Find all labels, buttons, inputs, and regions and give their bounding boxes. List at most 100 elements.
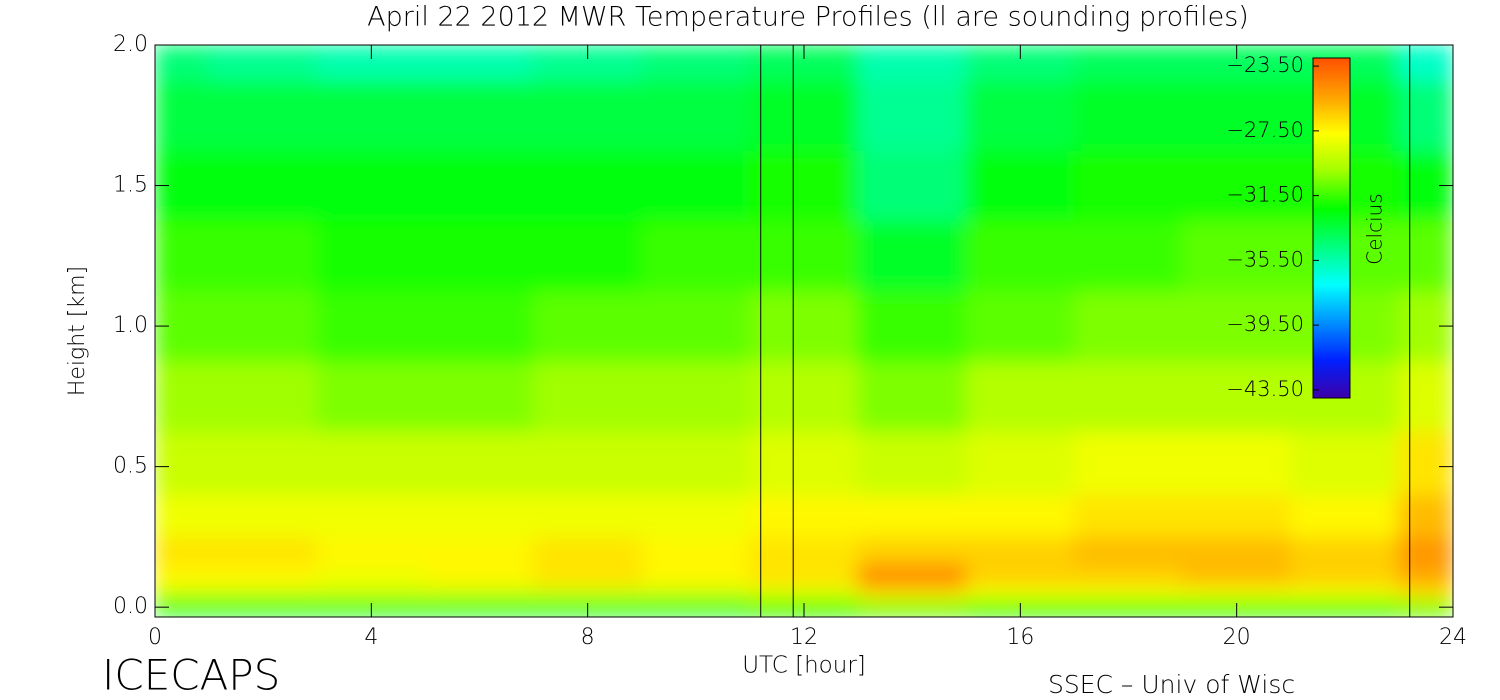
cell <box>857 220 967 292</box>
cell <box>1073 149 1184 222</box>
cell <box>533 149 643 222</box>
cell <box>533 564 643 587</box>
cell <box>424 149 535 222</box>
cell <box>857 430 967 496</box>
cell <box>641 599 751 617</box>
colorbar-tick-label: −39.50 <box>1226 312 1304 336</box>
cell <box>1398 220 1453 292</box>
cell <box>857 585 967 601</box>
cell <box>965 494 1075 538</box>
cell <box>641 220 751 292</box>
x-tick-label: 20 <box>1223 625 1251 650</box>
cell <box>1182 564 1292 587</box>
cell <box>155 430 210 496</box>
colorbar-tick-label: −43.50 <box>1226 377 1304 401</box>
cell <box>857 494 967 538</box>
cell <box>316 290 426 362</box>
cell <box>965 430 1075 496</box>
cell <box>316 360 426 432</box>
cell <box>965 79 1075 151</box>
cell <box>965 290 1075 362</box>
cell <box>1182 430 1292 496</box>
cell <box>749 149 859 222</box>
colorbar-tick-label: −27.50 <box>1226 118 1304 142</box>
cell <box>1182 360 1292 432</box>
cell <box>1182 536 1292 566</box>
cell <box>1073 585 1184 601</box>
cell <box>1073 45 1184 81</box>
cell <box>316 494 426 538</box>
cell <box>533 360 643 432</box>
cell <box>533 220 643 292</box>
cell <box>857 564 967 587</box>
y-tick-label: 2.0 <box>113 32 148 57</box>
cell <box>424 45 535 81</box>
cell <box>857 599 967 617</box>
y-axis-label: Height [km] <box>65 266 90 396</box>
cell <box>533 79 643 151</box>
cell <box>1073 430 1184 496</box>
y-tick-label: 1.0 <box>113 313 148 338</box>
cell <box>1290 585 1400 601</box>
cell <box>208 536 318 566</box>
cell <box>424 290 535 362</box>
cell <box>208 45 318 81</box>
cell <box>533 430 643 496</box>
cell <box>1398 79 1453 151</box>
cell <box>424 360 535 432</box>
cell <box>1290 494 1400 538</box>
cell <box>208 360 318 432</box>
cell <box>1398 430 1453 496</box>
cell <box>1182 585 1292 601</box>
cell <box>155 79 210 151</box>
cell <box>1182 220 1292 292</box>
cell <box>1182 79 1292 151</box>
cell <box>208 149 318 222</box>
cell <box>208 290 318 362</box>
plot-frame <box>154 44 1454 618</box>
cell <box>641 149 751 222</box>
cell <box>533 585 643 601</box>
cell <box>749 494 859 538</box>
cell <box>316 564 426 587</box>
cell <box>641 290 751 362</box>
cell <box>749 536 859 566</box>
cell <box>208 585 318 601</box>
x-tick-label: 0 <box>148 625 162 650</box>
cell <box>641 45 751 81</box>
cell <box>965 220 1075 292</box>
cell <box>641 585 751 601</box>
cell <box>1073 564 1184 587</box>
cell <box>316 220 426 292</box>
cell <box>749 79 859 151</box>
cell <box>1290 599 1400 617</box>
cell <box>424 430 535 496</box>
colorbar-tick-label: −31.50 <box>1226 183 1304 207</box>
x-tick-label: 8 <box>581 625 595 650</box>
cell <box>424 599 535 617</box>
cell <box>424 79 535 151</box>
cell <box>208 430 318 496</box>
cell <box>1182 290 1292 362</box>
cell <box>1398 564 1453 587</box>
y-tick-label: 0.5 <box>113 454 148 479</box>
cell <box>155 536 210 566</box>
cell <box>1073 599 1184 617</box>
cell <box>1398 45 1453 81</box>
cell <box>857 360 967 432</box>
cell <box>155 45 210 81</box>
cell <box>208 564 318 587</box>
x-tick-label: 12 <box>790 625 818 650</box>
colorbar-tick-label: −23.50 <box>1226 53 1304 77</box>
cell <box>965 536 1075 566</box>
cell <box>857 536 967 566</box>
y-tick-label: 1.5 <box>113 173 148 198</box>
cell <box>316 79 426 151</box>
cell <box>1290 564 1400 587</box>
cell <box>749 360 859 432</box>
cell <box>749 585 859 601</box>
cell <box>641 564 751 587</box>
cell <box>208 220 318 292</box>
cell <box>641 430 751 496</box>
cell <box>965 585 1075 601</box>
